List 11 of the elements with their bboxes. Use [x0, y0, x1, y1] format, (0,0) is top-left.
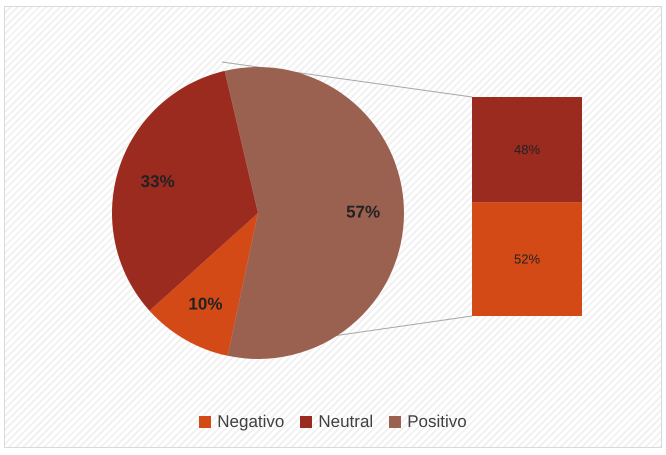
pie-slice — [224, 67, 404, 359]
data-label: 48% — [514, 142, 540, 158]
pie-slice — [112, 70, 258, 311]
legend-label: Positivo — [407, 412, 467, 432]
legend-label: Negativo — [217, 412, 284, 432]
data-label: 10% — [188, 294, 222, 314]
pie-slice — [150, 213, 258, 356]
data-label: 33% — [140, 172, 175, 192]
legend-label: Neutral — [318, 412, 374, 432]
data-label: 52% — [514, 252, 540, 267]
data-label: 57% — [346, 202, 380, 222]
